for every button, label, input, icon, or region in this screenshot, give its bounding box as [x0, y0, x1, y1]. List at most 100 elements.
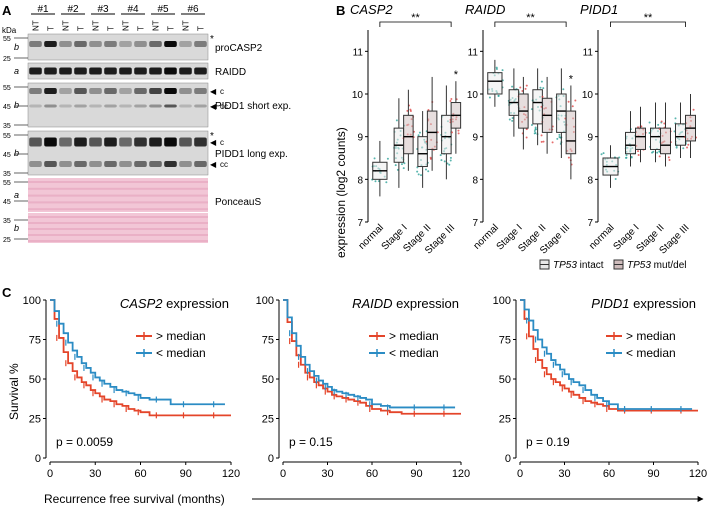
data-point [637, 150, 640, 153]
data-point [675, 146, 678, 149]
y-tick-label: 50 [29, 374, 41, 386]
blot-band [89, 67, 102, 75]
data-point [416, 170, 419, 173]
y-tick-label: 10 [352, 90, 364, 101]
mw-marker: 25 [3, 237, 11, 244]
km-title-gene: RAIDD [352, 296, 392, 311]
data-point [618, 156, 621, 159]
blot-band [59, 41, 72, 47]
y-tick-label: 75 [29, 335, 41, 347]
data-point [501, 69, 504, 72]
data-point [657, 123, 660, 126]
y-tick-label: 9 [587, 133, 593, 144]
mw-marker: 45 [3, 152, 11, 159]
mw-marker: 55 [3, 180, 11, 187]
blot-label: PonceauS [215, 197, 261, 208]
y-tick-label: 25 [262, 414, 274, 426]
data-point [542, 140, 545, 143]
data-point [663, 122, 666, 125]
blot-band [134, 41, 147, 47]
y-tick-label: 25 [29, 414, 41, 426]
data-point [602, 152, 605, 155]
blot-band [119, 41, 132, 47]
sample-group-label: #6 [187, 4, 199, 15]
blot-band [104, 41, 117, 47]
data-point [396, 168, 399, 171]
blot-band [44, 161, 57, 167]
data-point [457, 132, 460, 135]
box [675, 123, 686, 146]
data-point [542, 87, 545, 90]
data-point [668, 159, 671, 162]
y-tick-label: 50 [262, 374, 274, 386]
blot-band [149, 67, 162, 75]
data-point [511, 119, 514, 122]
blot-band [179, 161, 192, 167]
blot-band [119, 104, 132, 108]
data-point [524, 87, 527, 90]
blot-band [74, 41, 87, 47]
blot-band [149, 104, 162, 108]
y-tick-label: 9 [472, 133, 478, 144]
significance-star: * [569, 73, 574, 85]
legend-label: TP53 mut/del [627, 260, 686, 271]
data-point [525, 136, 528, 139]
blot-band [164, 104, 177, 108]
blot-band [194, 137, 207, 147]
lane-label: NT [182, 20, 191, 31]
blot-band [149, 161, 162, 167]
data-point [674, 117, 677, 120]
blot-band [194, 104, 207, 108]
y-tick-label: 50 [499, 374, 511, 386]
data-point [600, 153, 603, 156]
data-point [418, 131, 421, 134]
survival-curve-above [520, 299, 698, 412]
blot-band [29, 161, 42, 167]
box [403, 114, 414, 155]
lane-label: T [47, 26, 56, 31]
data-point [530, 123, 533, 126]
significance-label: ** [644, 12, 653, 24]
lane-label: T [77, 26, 86, 31]
ponceau-band [28, 216, 208, 218]
data-point [525, 84, 528, 87]
sample-group-label: #1 [37, 4, 49, 15]
km-chart-title: RAIDD expression [352, 296, 459, 311]
panel-b: B expression (log2 counts) CASP27891011n… [334, 2, 698, 271]
box [650, 127, 661, 150]
km-title-suffix: expression [163, 296, 229, 311]
blot-band [164, 137, 177, 147]
ponceau-band [28, 222, 208, 224]
ponceau-band [28, 201, 208, 204]
blot-letter: b [14, 223, 19, 233]
data-point [450, 97, 453, 100]
blot-band [194, 161, 207, 167]
mw-marker: 35 [3, 171, 11, 178]
legend-gene: TP53 [627, 260, 651, 271]
data-point [533, 130, 536, 133]
data-point [687, 143, 690, 146]
box-chart-title: RAIDD [465, 2, 505, 17]
box [635, 127, 646, 150]
lane-label: NT [62, 20, 71, 31]
data-point [540, 140, 543, 143]
data-point [571, 105, 574, 108]
y-tick-label: 75 [262, 335, 274, 347]
data-point [637, 154, 640, 157]
blot-band [164, 88, 177, 94]
blot-band [74, 137, 87, 147]
y-tick-label: 8 [357, 175, 363, 186]
data-point [648, 121, 651, 124]
blot-marker: * [210, 131, 214, 142]
ponceau-band [28, 228, 208, 230]
data-point [448, 163, 451, 166]
blot-letter: a [14, 190, 19, 200]
blot-band [59, 67, 72, 75]
lane-label: T [167, 26, 176, 31]
blot-band [164, 41, 177, 47]
blot-marker: * [210, 34, 214, 45]
y-tick-label: 0 [505, 453, 511, 465]
mw-marker: 45 [3, 199, 11, 206]
